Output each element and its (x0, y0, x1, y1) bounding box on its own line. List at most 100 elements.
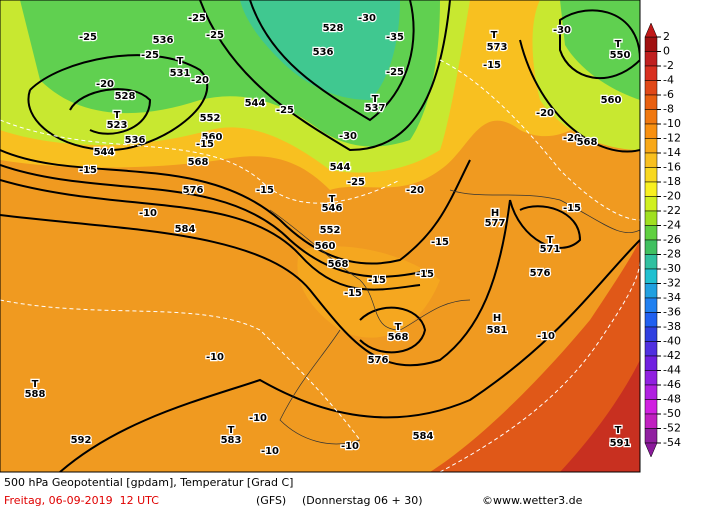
map-label: T (615, 39, 622, 50)
colorbar-cap-bottom (644, 442, 658, 458)
map-label: 528 (323, 23, 344, 34)
colorbar-label: -42 (663, 349, 681, 362)
map-label: -20 (563, 133, 581, 144)
map-label: -25 (188, 13, 206, 24)
map-label: 584 (413, 431, 434, 442)
map-label: 536 (125, 135, 146, 146)
map-label: -30 (358, 13, 376, 24)
colorbar-band (644, 384, 658, 400)
map-label: 544 (330, 162, 351, 173)
colorbar-band (644, 283, 658, 299)
map-label: 588 (25, 389, 46, 400)
map-label: -25 (206, 30, 224, 41)
colorbar-label: -40 (663, 335, 681, 348)
footer-model: (GFS) (256, 494, 286, 507)
colorbar-band (644, 36, 658, 52)
colorbar-band (644, 239, 658, 255)
colorbar-band (644, 399, 658, 415)
colorbar-label: -34 (663, 291, 681, 304)
colorbar-band (644, 109, 658, 125)
map-label: -15 (483, 60, 501, 71)
colorbar-band (644, 152, 658, 168)
map-label: -15 (368, 275, 386, 286)
map-label: 528 (115, 91, 136, 102)
map-label: 536 (313, 47, 334, 58)
map-label: -25 (79, 32, 97, 43)
map-label: T (491, 30, 498, 41)
map-label: 552 (200, 113, 221, 124)
colorbar-label: -6 (663, 88, 674, 101)
colorbar-label: -26 (663, 233, 681, 246)
colorbar-label: -38 (663, 320, 681, 333)
map-label: -30 (553, 25, 571, 36)
colorbar-band (644, 413, 658, 429)
map-label: -15 (344, 288, 362, 299)
colorbar-band (644, 80, 658, 96)
map-label: T (329, 194, 336, 205)
map-label: T (547, 235, 554, 246)
colorbar-band (644, 138, 658, 154)
map-label: 531 (170, 68, 191, 79)
colorbar-label: -20 (663, 190, 681, 203)
colorbar-band (644, 341, 658, 357)
map-label: -20 (191, 75, 209, 86)
colorbar-label: -50 (663, 407, 681, 420)
colorbar-band (644, 326, 658, 342)
colorbar-band (644, 225, 658, 241)
colorbar-label: -12 (663, 132, 681, 145)
map-label: 560 (202, 132, 223, 143)
colorbar-label: -4 (663, 74, 674, 87)
map-label: T (32, 379, 39, 390)
map-label: -10 (341, 441, 359, 452)
map-label: 560 (601, 95, 622, 106)
map-label: -25 (276, 105, 294, 116)
map-label: -10 (261, 446, 279, 457)
colorbar-label: -54 (663, 436, 681, 449)
colorbar-band (644, 355, 658, 371)
colorbar-label: -14 (663, 146, 681, 159)
colorbar-band (644, 167, 658, 183)
map-label: 577 (485, 218, 506, 229)
map-label: 550 (610, 50, 631, 61)
map-label: -10 (249, 413, 267, 424)
map-label: 536 (153, 35, 174, 46)
colorbar-label: -22 (663, 204, 681, 217)
colorbar-band (644, 210, 658, 226)
footer-run: (Donnerstag 06 + 30) (302, 494, 422, 507)
footer-date: Freitag, 06-09-2019 12 UTC (4, 494, 159, 507)
map-label: 568 (188, 157, 209, 168)
map-label: -15 (256, 185, 274, 196)
map-label: -20 (536, 108, 554, 119)
map-label: 568 (328, 259, 349, 270)
map-label: -15 (563, 203, 581, 214)
map-label: -35 (386, 32, 404, 43)
map-label: 581 (487, 325, 508, 336)
colorbar-label: -48 (663, 393, 681, 406)
colorbar-label: -46 (663, 378, 681, 391)
map-label: 552 (320, 225, 341, 236)
map-label: -10 (139, 208, 157, 219)
map-label: 576 (530, 268, 551, 279)
footer-credit: ©www.wetter3.de (482, 494, 583, 507)
colorbar-band (644, 94, 658, 110)
colorbar-label: -8 (663, 103, 674, 116)
colorbar-label: 0 (663, 45, 670, 58)
map-label: T (228, 425, 235, 436)
map-label: T (395, 322, 402, 333)
map-label: -15 (416, 269, 434, 280)
map-label: T (615, 425, 622, 436)
map-label: 537 (365, 103, 386, 114)
map-label: -15 (196, 139, 214, 150)
map-label: 592 (71, 435, 92, 446)
colorbar-label: -2 (663, 59, 674, 72)
colorbar-label: -44 (663, 364, 681, 377)
colorbar-label: -52 (663, 422, 681, 435)
colorbar-label: -30 (663, 262, 681, 275)
map-label: -10 (537, 331, 555, 342)
map-label: 560 (315, 241, 336, 252)
colorbar-label: -36 (663, 306, 681, 319)
colorbar-band (644, 428, 658, 444)
map-label: 568 (388, 332, 409, 343)
map-label: 571 (540, 244, 561, 255)
